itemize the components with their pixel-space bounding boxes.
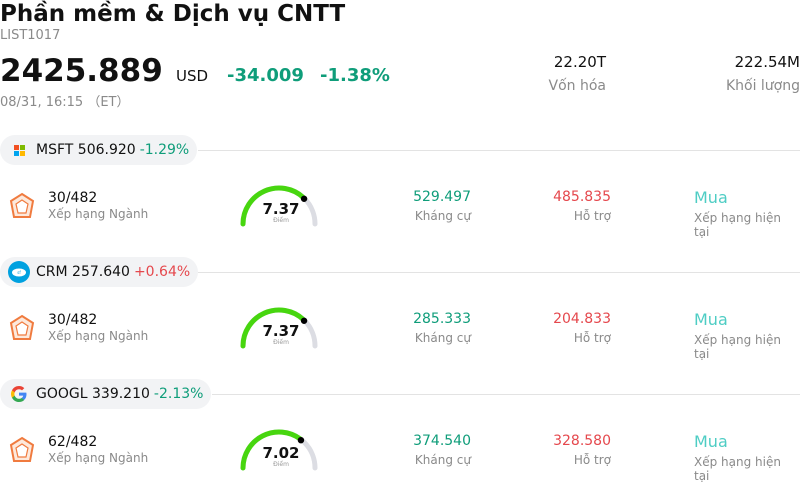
salesforce-logo-icon: sf (8, 261, 30, 283)
support-value: 328.580 (553, 433, 611, 449)
price-change: -34.009 (227, 65, 304, 86)
resistance-value: 374.540 (413, 433, 471, 449)
score-value: 7.37 (262, 322, 300, 340)
rating-value: Mua (694, 432, 728, 451)
score-label: Điểm (273, 217, 289, 224)
stock-ticker: CRM (36, 264, 68, 280)
google-logo-icon (8, 383, 30, 405)
stock-price: 339.210 (92, 386, 150, 402)
support-label: Hỗ trợ (573, 453, 611, 467)
score-value: 7.02 (262, 444, 300, 462)
currency-label: USD (176, 67, 209, 85)
timestamp: 08/31, 16:15 （ET） (0, 95, 130, 110)
industry-rank-label: Xếp hạng Ngành (48, 451, 149, 465)
score-label: Điểm (273, 461, 289, 468)
industry-rank-label: Xếp hạng Ngành (48, 329, 149, 343)
rank-icon (8, 436, 36, 464)
divider (198, 150, 800, 151)
stock-chip[interactable]: MSFT 506.920 -1.29% (0, 135, 198, 165)
industry-rank-value: 30/482 (48, 312, 98, 328)
stock-chip[interactable]: GOOGL 339.210 -2.13% (0, 379, 212, 409)
rating-label: Xếp hạng hiện tại (694, 211, 781, 239)
stock-ticker: GOOGL (36, 386, 88, 402)
market-cap-value: 22.20T (553, 53, 606, 71)
page-title: Phần mềm & Dịch vụ CNTT (0, 1, 346, 27)
support-label: Hỗ trợ (573, 209, 611, 223)
industry-rank-value: 30/482 (48, 190, 98, 206)
rank-icon (8, 192, 36, 220)
industry-rank-value: 62/482 (48, 434, 98, 450)
index-code: LIST1017 (0, 28, 61, 43)
support-value: 204.833 (553, 311, 611, 327)
score-gauge (240, 307, 318, 349)
stock-change-percent: -1.29% (139, 142, 190, 158)
divider (198, 272, 800, 273)
resistance-value: 285.333 (413, 311, 471, 327)
rating-value: Mua (694, 310, 728, 329)
index-price: 2425.889 (0, 53, 163, 89)
stock-change-percent: -2.13% (153, 386, 204, 402)
rating-label: Xếp hạng hiện tại (694, 455, 781, 483)
stock-ticker: MSFT (36, 142, 74, 158)
svg-text:sf: sf (17, 270, 21, 275)
score-gauge (240, 429, 318, 471)
stock-chip[interactable]: sf CRM 257.640 +0.64% (0, 257, 199, 287)
microsoft-logo-icon (8, 139, 30, 161)
support-label: Hỗ trợ (573, 331, 611, 345)
market-cap-label: Vốn hóa (548, 78, 606, 94)
divider (212, 394, 800, 395)
resistance-value: 529.497 (413, 189, 471, 205)
industry-rank-label: Xếp hạng Ngành (48, 207, 149, 221)
score-value: 7.37 (262, 200, 300, 218)
rating-label: Xếp hạng hiện tại (694, 333, 781, 361)
resistance-label: Kháng cự (414, 209, 471, 223)
price-change-percent: -1.38% (320, 65, 390, 86)
rank-icon (8, 314, 36, 342)
rating-value: Mua (694, 188, 728, 207)
resistance-label: Kháng cự (414, 331, 471, 345)
stock-price: 257.640 (72, 264, 130, 280)
resistance-label: Kháng cự (414, 453, 471, 467)
stock-price: 506.920 (77, 142, 136, 158)
score-label: Điểm (273, 339, 289, 346)
stock-change-percent: +0.64% (133, 264, 191, 280)
support-value: 485.835 (553, 189, 611, 205)
volume-value: 222.54M (734, 53, 800, 71)
score-gauge (240, 185, 318, 227)
volume-label: Khối lượng (725, 78, 800, 94)
